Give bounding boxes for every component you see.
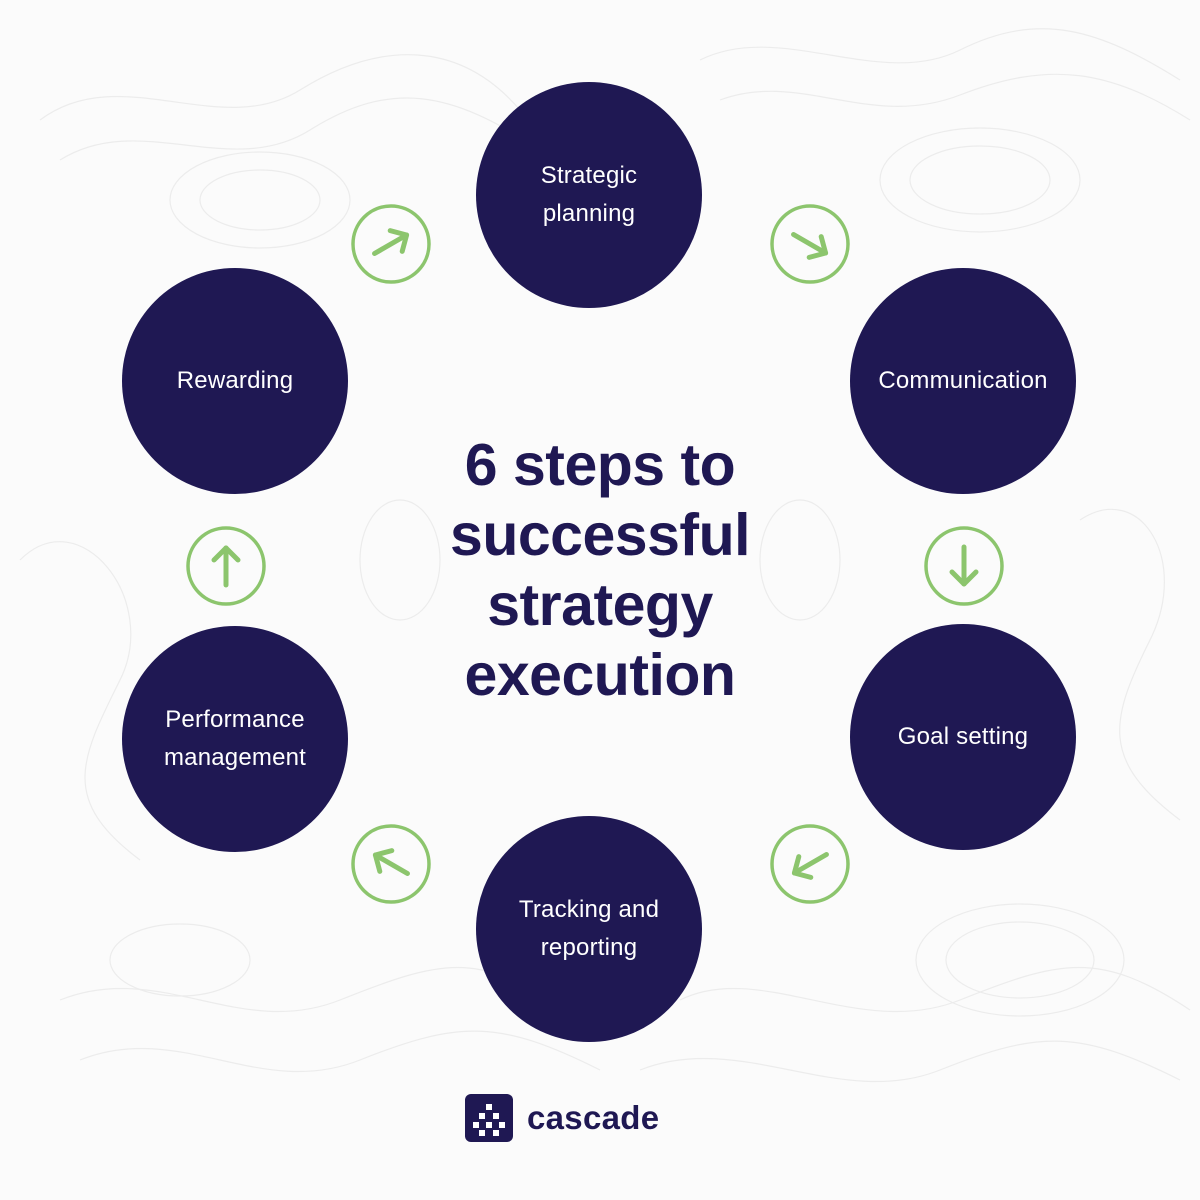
step-label: Tracking and reporting xyxy=(518,896,660,961)
cascade-logo-icon xyxy=(465,1094,513,1142)
step-strategic-planning: Strategic planning xyxy=(476,82,702,308)
step-label: Goal setting xyxy=(897,723,1029,750)
step-performance-management: Performance management xyxy=(122,626,348,852)
step-label: Strategic planning xyxy=(540,162,638,227)
arrow-up-left-icon xyxy=(351,824,431,904)
step-goal-setting: Goal setting xyxy=(850,624,1076,850)
diagram-title: 6 steps to successful strategy execution xyxy=(450,432,751,708)
step-rewarding: Rewarding xyxy=(122,268,348,494)
brand-name: cascade xyxy=(527,1099,660,1136)
arrow-down-left-icon xyxy=(770,824,850,904)
step-label: Performance management xyxy=(163,706,307,771)
step-label: Rewarding xyxy=(176,367,294,394)
step-label: Communication xyxy=(878,367,1048,394)
arrow-up-icon xyxy=(186,526,266,606)
arrow-down-right-icon xyxy=(770,204,850,284)
arrow-up-right-icon xyxy=(351,204,431,284)
step-tracking-reporting: Tracking and reporting xyxy=(476,816,702,1042)
arrow-down-icon xyxy=(924,526,1004,606)
step-communication: Communication xyxy=(850,268,1076,494)
brand-footer: cascade xyxy=(465,1094,659,1142)
